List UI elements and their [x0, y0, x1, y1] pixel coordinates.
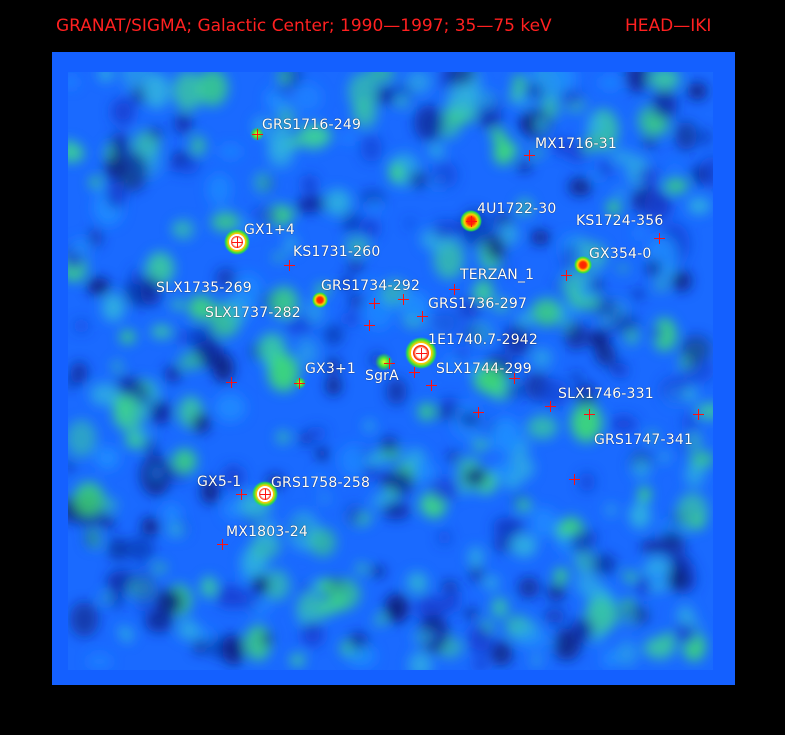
header-institute: HEAD—IKI: [625, 16, 712, 36]
source-cross-marker: [294, 378, 305, 389]
source-label-gx5-1: GX5-1: [197, 474, 242, 490]
source-cross-marker: [232, 237, 243, 248]
source-label-grs1734-292: GRS1734-292: [321, 278, 421, 294]
source-label-slx1744-299: SLX1744-299: [436, 361, 532, 377]
source-cross-marker: [473, 407, 484, 418]
source-label-slx1737-282: SLX1737-282: [205, 305, 301, 321]
source-cross-marker: [561, 270, 572, 281]
source-label-ks1724-356: KS1724-356: [576, 213, 664, 229]
source-cross-marker: [409, 367, 420, 378]
source-label-terzan-1: TERZAN_1: [460, 267, 535, 283]
source-label-slx1735-269: SLX1735-269: [156, 280, 252, 296]
source-cross-marker: [654, 233, 665, 244]
source-label-grs1736-297: GRS1736-297: [428, 296, 528, 312]
source-cross-marker: [284, 260, 295, 271]
source-label-1e1740-7-2942: 1E1740.7-2942: [428, 332, 539, 348]
source-cross-marker: [260, 489, 271, 500]
source-cross-marker: [398, 294, 409, 305]
source-cross-marker: [416, 348, 427, 359]
sky-map-image: [68, 72, 713, 670]
source-label-grs1716-249: GRS1716-249: [262, 117, 362, 133]
source-cross-marker: [545, 401, 556, 412]
source-cross-marker: [217, 539, 228, 550]
source-cross-marker: [364, 320, 375, 331]
source-label-slx1746-331: SLX1746-331: [558, 386, 654, 402]
source-label-ks1731-260: KS1731-260: [293, 244, 381, 260]
source-label-sgra: SgrA: [365, 368, 399, 384]
source-cross-marker: [466, 216, 477, 227]
source-label-gx1-4: GX1+4: [244, 222, 295, 238]
source-cross-marker: [449, 284, 460, 295]
source-label-gx354-0: GX354-0: [589, 246, 652, 262]
source-cross-marker: [569, 474, 580, 485]
source-label-mx1803-24: MX1803-24: [226, 524, 308, 540]
source-cross-marker: [236, 489, 247, 500]
header-title: GRANAT/SIGMA; Galactic Center; 1990—1997…: [56, 16, 552, 36]
source-cross-marker: [384, 358, 395, 369]
source-cross-marker: [426, 380, 437, 391]
source-label-4u1722-30: 4U1722-30: [477, 201, 557, 217]
source-label-mx1716-31: MX1716-31: [535, 136, 617, 152]
source-label-grs1758-258: GRS1758-258: [271, 475, 371, 491]
source-cross-marker: [417, 311, 428, 322]
source-cross-marker: [509, 373, 520, 384]
source-cross-marker: [226, 377, 237, 388]
source-cross-marker: [252, 129, 263, 140]
source-cross-marker: [369, 298, 380, 309]
source-label-gx3-1: GX3+1: [305, 361, 356, 377]
source-label-grs1747-341: GRS1747-341: [594, 432, 694, 448]
source-cross-marker: [693, 409, 704, 420]
source-cross-marker: [584, 409, 595, 420]
source-cross-marker: [524, 150, 535, 161]
